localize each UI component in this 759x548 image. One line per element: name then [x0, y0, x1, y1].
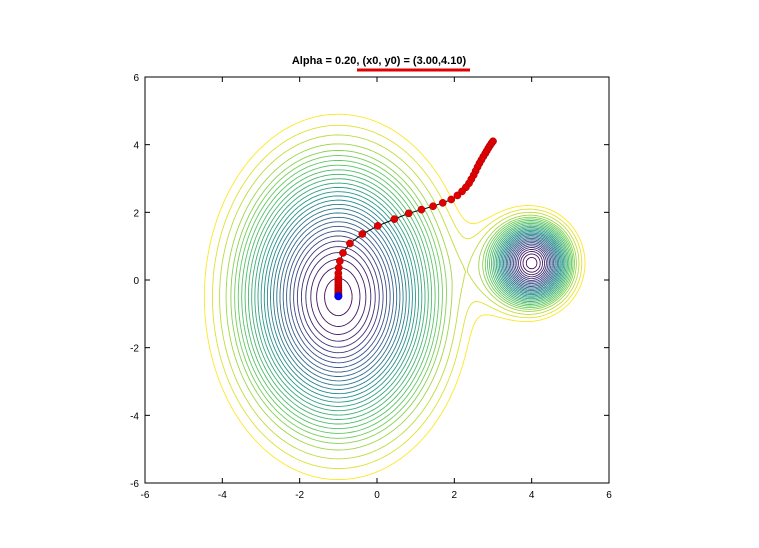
- contour-level: [324, 256, 538, 317]
- contour-level: [276, 212, 557, 382]
- contour-level: [263, 195, 562, 399]
- x-tick-label: 6: [606, 490, 612, 501]
- contour-level: [300, 246, 547, 348]
- x-tick-label: -4: [218, 490, 227, 501]
- path-point: [453, 191, 462, 200]
- chart-title: Alpha = 0.20, (x0, y0) = (3.00,4.10): [292, 55, 467, 67]
- contour-level: [305, 248, 546, 342]
- contour-level: [289, 230, 552, 364]
- contour-level: [270, 203, 560, 390]
- contour-level: [251, 178, 567, 416]
- path-point: [346, 239, 354, 248]
- x-tick-label: 2: [452, 490, 458, 501]
- contour-level: [260, 191, 563, 403]
- contour-level: [254, 182, 566, 412]
- path-point: [447, 195, 456, 204]
- descent-path: [334, 137, 497, 301]
- path-point: [429, 202, 437, 211]
- path-point: [339, 249, 347, 257]
- contour-level: [266, 199, 561, 395]
- contour-level: [241, 164, 571, 430]
- path-point: [417, 205, 426, 214]
- y-tick-label: -6: [130, 479, 139, 490]
- contour-level: [282, 221, 555, 373]
- path-point: [404, 209, 413, 218]
- path-point: [390, 215, 399, 223]
- contour-level: [247, 173, 568, 420]
- plot-axes: -6 -4 -2 0 2 4 6 -6 -4 -2 0 2 4 6: [130, 73, 612, 501]
- contour-lines: [203, 113, 586, 481]
- y-tick-label: 4: [133, 141, 139, 152]
- y-tick-label: -2: [130, 344, 139, 355]
- contour-level: [219, 134, 580, 460]
- contour-level: [257, 186, 565, 407]
- x-tick-label: 4: [529, 490, 535, 501]
- contour-level: [279, 216, 556, 377]
- contour-level: [316, 253, 541, 327]
- x-tick-label: 0: [374, 490, 380, 501]
- contour-level: [203, 113, 586, 481]
- y-tick-label: 0: [133, 276, 139, 287]
- contour-level: [237, 159, 572, 434]
- contour-level: [273, 208, 558, 386]
- path-point: [336, 257, 344, 265]
- y-tick-label: 6: [133, 73, 139, 84]
- path-point: [373, 222, 382, 230]
- contour-level: [310, 251, 544, 335]
- contour-level: [244, 169, 570, 425]
- contour-level: [234, 155, 574, 439]
- y-tick-label: -4: [130, 411, 139, 422]
- y-tick-label: 2: [133, 208, 139, 219]
- contour-level: [211, 124, 583, 470]
- path-point: [358, 230, 367, 238]
- contour-level: [296, 240, 549, 354]
- contour-level: [293, 235, 550, 359]
- x-tick-label: -2: [295, 490, 304, 501]
- end-point: [334, 292, 343, 301]
- contour-level: [286, 225, 553, 368]
- contour-level: [225, 143, 577, 451]
- x-tick-label: -6: [141, 490, 150, 501]
- contour-level: [230, 149, 575, 444]
- path-point: [438, 199, 447, 207]
